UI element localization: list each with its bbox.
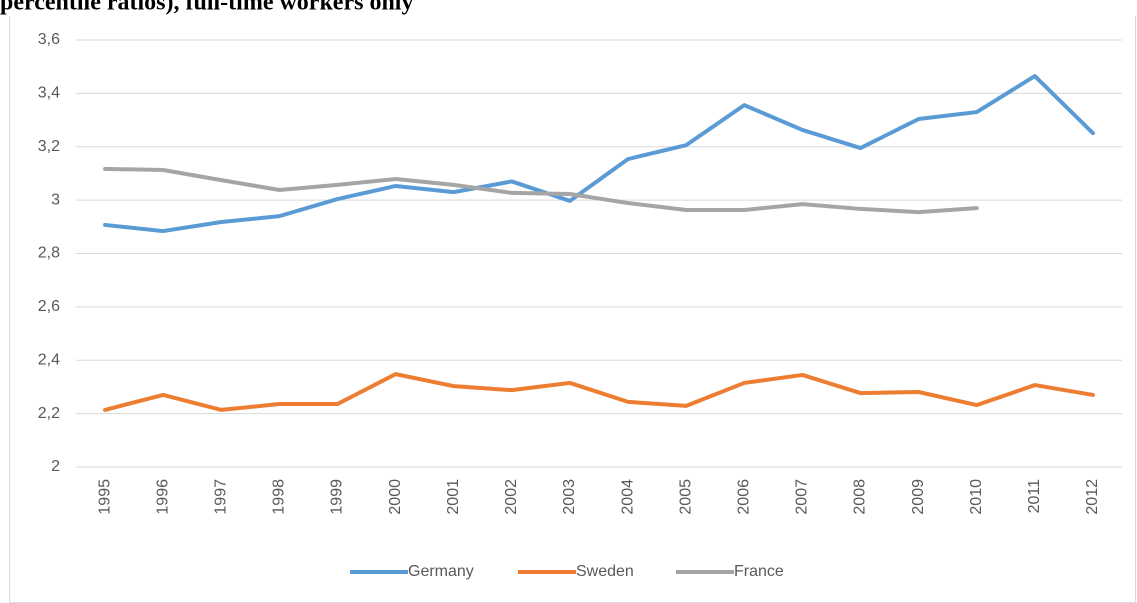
data-line [103, 166, 979, 215]
legend-label: Sweden [576, 563, 634, 580]
x-tick-label: 2001 [445, 479, 462, 515]
x-tick-label: 2004 [619, 479, 636, 515]
x-tick-label: 2000 [387, 479, 404, 515]
y-tick-label: 2,4 [38, 351, 60, 368]
x-tick-label: 1998 [271, 479, 288, 515]
x-tick-label: 2009 [910, 479, 927, 515]
x-tick-label: 1995 [96, 479, 113, 515]
x-tick-label: 2012 [1084, 479, 1101, 515]
x-tick-label: 2007 [794, 479, 811, 515]
x-tick-label: 2010 [968, 479, 985, 515]
x-tick-label: 1997 [212, 479, 229, 515]
y-tick-label: 2,6 [38, 298, 60, 315]
x-tick-label: 2008 [852, 479, 869, 515]
x-tick-label: 2003 [561, 479, 578, 515]
data-line [103, 372, 1095, 412]
x-tick-label: 1996 [154, 479, 171, 515]
x-tick-label: 1999 [329, 479, 346, 515]
y-tick-label: 3,6 [38, 31, 60, 48]
y-tick-label: 2,8 [38, 245, 60, 262]
x-tick-label: 2002 [503, 479, 520, 515]
y-tick-label: 2 [51, 458, 60, 475]
x-tick-label: 2006 [735, 479, 752, 515]
x-tick-label: 2011 [1026, 479, 1043, 514]
data-line [103, 74, 1095, 234]
y-tick-label: 3 [51, 191, 60, 208]
title-band [0, 0, 1137, 16]
y-tick-label: 3,4 [38, 85, 60, 102]
y-tick-label: 3,2 [38, 138, 60, 155]
chart-title: percentile ratios), full-time workers on… [0, 0, 413, 16]
legend-label: France [734, 563, 784, 580]
x-tick-label: 2005 [677, 479, 694, 515]
chart-frame [9, 0, 1136, 603]
y-tick-label: 2,2 [38, 405, 60, 422]
legend-label: Germany [408, 563, 474, 580]
